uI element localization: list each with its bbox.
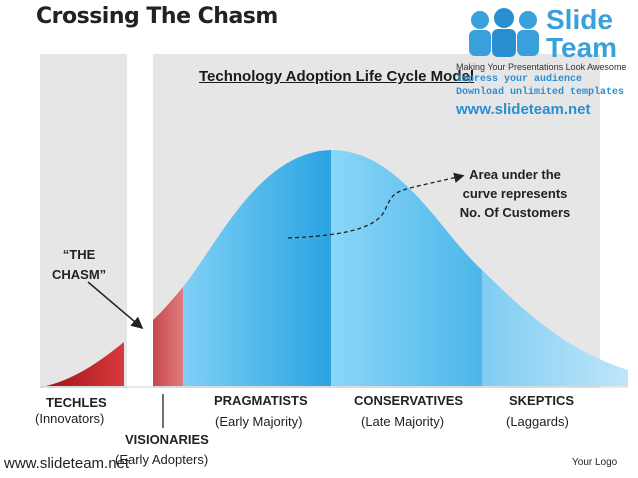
logo-tagline: Making Your Presentations Look Awesome xyxy=(456,62,627,72)
label-visionaries: VISIONARIES xyxy=(125,432,209,447)
slide-title: Crossing The Chasm xyxy=(36,4,278,29)
annotation-line-1: Area under the xyxy=(469,167,561,182)
label-techles: TECHLES xyxy=(46,395,107,410)
chasm-label: “THE CHASM” xyxy=(52,245,106,285)
segment-late-majority xyxy=(331,150,482,386)
logo-url: www.slideteam.net xyxy=(456,101,591,118)
your-logo-placeholder: Your Logo xyxy=(572,457,618,468)
label-laggards: (Laggards) xyxy=(506,414,569,429)
annotation-connector xyxy=(287,172,465,239)
slideteam-logo: Slide Team Making Your Presentations Loo… xyxy=(456,4,632,122)
label-early-adopters: (Early Adopters) xyxy=(115,452,209,467)
chasm-label-line-2: CHASM” xyxy=(52,267,107,282)
logo-brand-line1: Slide xyxy=(546,4,613,35)
segment-laggards xyxy=(482,270,628,386)
footer-url: www.slideteam.net xyxy=(4,455,130,472)
label-late-majority: (Late Majority) xyxy=(361,414,445,429)
label-innovators: (Innovators) xyxy=(35,411,105,426)
diagram-title: Technology Adoption Life Cycle Model xyxy=(199,68,475,85)
label-early-majority: (Early Majority) xyxy=(215,414,303,429)
logo-brand-line2: Team xyxy=(546,32,618,63)
people-logo-icon xyxy=(469,8,539,57)
label-conservatives: CONSERVATIVES xyxy=(354,393,464,408)
chasm-label-line-1: “THE xyxy=(62,247,96,262)
area-annotation: Area under the curve represents No. Of C… xyxy=(450,165,580,222)
logo-promo-1: Impress your audience xyxy=(456,74,583,85)
annotation-line-2: curve represents xyxy=(462,186,568,201)
label-skeptics: SKEPTICS xyxy=(509,393,575,408)
label-pragmatists: PRAGMATISTS xyxy=(214,393,308,408)
segment-innovators xyxy=(46,342,124,386)
logo-promo-2: Download unlimited templates xyxy=(456,87,625,98)
annotation-line-3: No. Of Customers xyxy=(459,205,571,220)
chasm-arrow xyxy=(87,281,144,329)
segment-early-majority xyxy=(183,150,331,386)
segment-early-adopters xyxy=(153,287,183,386)
chasm-gap xyxy=(127,54,153,388)
